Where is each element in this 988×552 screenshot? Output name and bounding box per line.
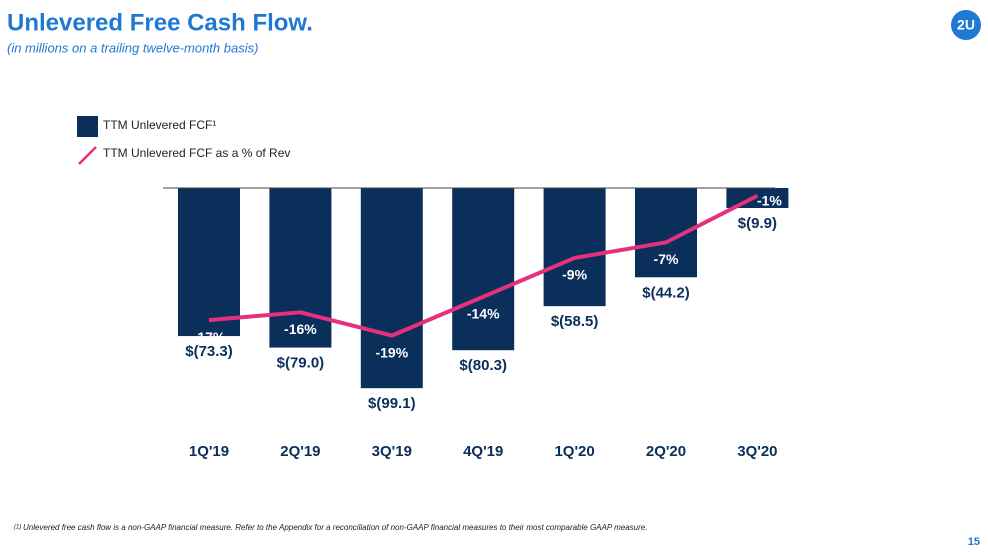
bar (452, 188, 515, 351)
bar-value-label: $(9.9) (738, 215, 777, 232)
x-tick-label: 2Q'19 (280, 443, 320, 460)
line-value-label: -14% (467, 305, 500, 321)
x-tick-label: 3Q'19 (372, 443, 412, 460)
bar (178, 188, 240, 337)
x-tick-label: 1Q'20 (554, 443, 594, 460)
line-value-label: -9% (562, 267, 587, 283)
footnote: Unlevered free cash flow is a non-GAAP f… (23, 523, 647, 532)
line-value-label: -19% (375, 344, 408, 360)
bar (360, 188, 423, 389)
bar-value-label: $(79.0) (277, 355, 325, 372)
logo-badge (951, 10, 981, 40)
x-tick-label: 4Q'19 (463, 443, 503, 460)
line-value-label: -1% (757, 192, 782, 208)
line-value-label: -7% (654, 251, 679, 267)
bar (269, 188, 332, 348)
line (208, 193, 759, 338)
subtitle: (in millions on a trailing twelve-month … (7, 40, 258, 55)
logo: 2U (957, 17, 975, 33)
legend-swatch (78, 146, 97, 165)
bar-value-label: $(73.3) (185, 343, 233, 360)
footnote-marker: (1) (14, 525, 21, 531)
line-value-label: -16% (284, 321, 317, 337)
bar-value-label: $(44.2) (642, 284, 690, 301)
x-tick-label: 3Q'20 (737, 443, 777, 460)
bar-value-label: $(58.5) (551, 313, 599, 330)
legend-label: TTM Unlevered FCF as a % of Rev (103, 146, 290, 160)
bar-value-label: $(99.1) (368, 395, 416, 412)
bar (543, 188, 606, 307)
line-value-label: -17% (193, 329, 226, 345)
page-number: 15 (968, 536, 980, 548)
x-tick-label: 1Q'19 (189, 443, 229, 460)
legend-label: TTM Unlevered FCF¹ (103, 118, 216, 132)
bar-value-label: $(80.3) (459, 357, 507, 374)
x-tick-label: 2Q'20 (646, 443, 686, 460)
title: Unlevered Free Cash Flow. (7, 9, 313, 36)
legend-swatch (77, 116, 98, 137)
